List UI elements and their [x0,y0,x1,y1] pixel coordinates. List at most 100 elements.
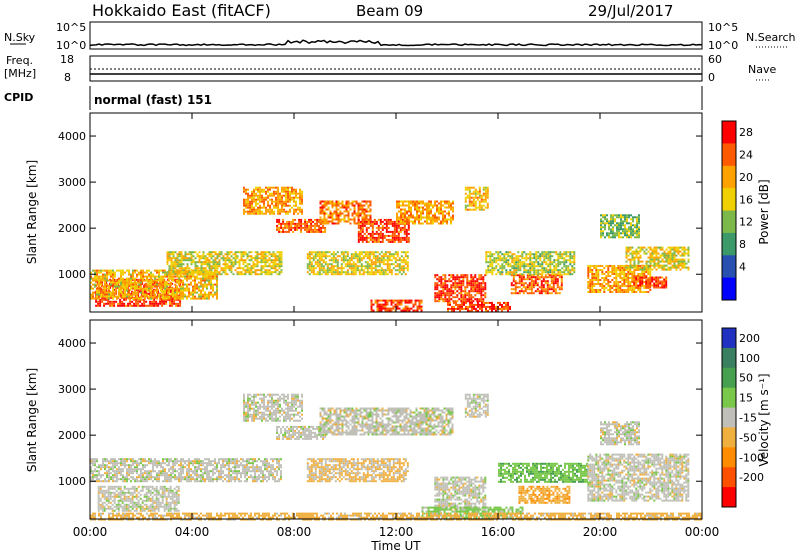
power-cell [631,277,634,279]
power-cell [639,248,642,251]
power-cell [633,275,636,277]
power-cell [334,269,337,272]
power-cell [639,250,642,253]
power-cell [524,282,527,285]
power-cell [635,276,638,279]
power-cell [320,226,323,229]
power-cell [597,269,600,271]
power-cell [647,277,650,279]
power-cell [466,292,469,295]
power-cell [368,271,371,274]
power-cell [453,301,455,304]
power-cell [512,284,515,287]
power-cell [388,299,391,302]
power-cell [440,286,443,289]
power-cell [474,276,477,279]
power-cell [372,303,375,306]
power-cell [198,257,201,260]
power-cell [653,262,656,265]
power-cell [107,298,110,301]
power-cell [388,255,391,258]
power-cell [378,259,381,262]
power-cell [249,206,251,209]
power-cell [132,291,134,294]
power-cell [262,253,265,256]
power-cell [324,261,327,264]
power-cell [569,253,572,256]
power-cell [289,198,291,201]
power-cell [108,269,110,272]
power-cell [489,269,492,272]
power-cell [408,200,410,203]
power-cell [565,259,568,262]
power-cell [154,295,156,298]
power-cell [289,194,291,197]
power-cell [390,307,393,310]
power-cell [635,256,638,259]
power-cell [330,253,333,256]
power-cell [208,265,211,268]
power-cell [472,284,475,287]
power-cell [507,303,509,306]
power-cell [318,267,321,270]
power-cell [200,281,202,284]
power-cell [150,295,152,298]
power-cell [537,263,540,266]
power-cell [635,252,638,255]
power-cell [495,309,497,312]
power-cell [392,263,395,266]
power-cell [440,276,443,279]
power-cell [164,269,166,272]
power-cell [324,269,327,272]
power-cell [168,269,171,272]
power-cell [118,269,120,272]
power-cell [161,302,164,305]
power-cell [301,198,303,201]
power-cell [476,196,479,199]
power-cell [651,250,654,253]
power-cell [316,259,319,262]
power-cell [204,275,206,278]
power-cell [110,269,112,272]
power-cell [335,216,338,219]
power-cell [326,251,329,254]
power-cell [101,298,104,301]
power-cell [402,222,404,225]
power-cell [560,282,563,285]
power-cell [603,287,606,289]
power-cell [440,282,443,285]
power-cell [196,285,198,288]
power-cell [511,273,514,276]
power-cell [396,303,399,306]
power-cell [591,269,594,271]
power-cell [216,281,218,284]
power-cell [346,269,349,272]
power-cell [373,220,376,223]
power-cell [379,218,382,221]
nave-label: Nave [748,63,776,76]
power-cell [371,220,374,223]
power-cell [143,298,146,301]
power-cell [110,295,112,298]
power-cell [369,238,372,241]
power-cell [105,302,108,305]
power-cell [591,285,594,287]
power-cell [138,283,140,286]
power-cell [653,248,656,251]
power-cell [667,268,670,271]
power-cell [255,188,257,191]
power-cell [357,208,360,211]
power-cell [489,257,492,260]
power-cell [172,271,175,274]
power-cell [442,284,445,287]
power-cell [422,208,424,211]
power-cell [466,280,469,283]
power-cell [115,300,118,303]
power-cell [384,251,387,254]
power-cell [276,220,279,223]
power-cell [597,279,600,281]
power-cell [484,282,487,285]
power-cell [655,264,658,267]
power-cell [446,202,448,205]
power-cell [639,254,642,257]
